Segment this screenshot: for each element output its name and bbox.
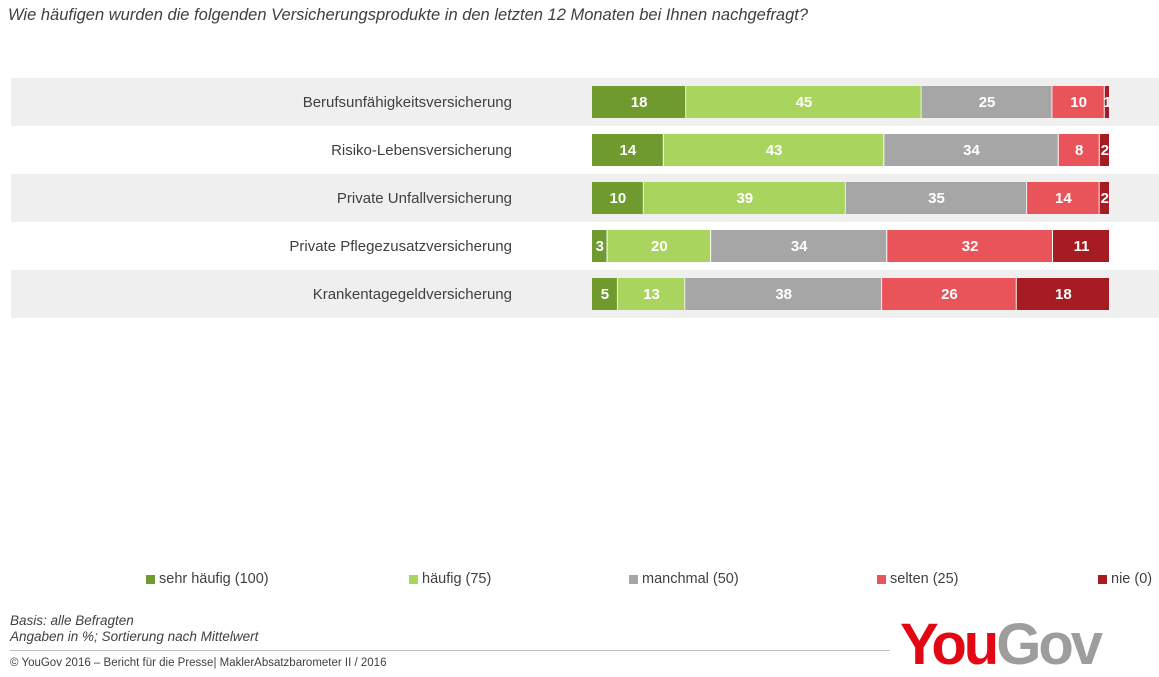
bar-segment: [921, 86, 1052, 118]
legend-label: häufig (75): [422, 571, 492, 587]
legend: sehr häufig (100) häufig (75) manchmal (50…: [0, 571, 1159, 591]
bar-segment: [884, 134, 1058, 166]
bar-segment: [607, 230, 711, 262]
bar-segment: [882, 278, 1016, 310]
bar-segment: [1099, 134, 1109, 166]
bar-segment: [592, 86, 686, 118]
value-label: 2: [1101, 190, 1109, 207]
footer-divider: [10, 650, 890, 651]
legend-item: sehr häufig (100): [146, 571, 269, 587]
value-label: 11: [1074, 238, 1090, 255]
value-label: 18: [1055, 286, 1072, 303]
value-label: 14: [620, 142, 637, 159]
value-label: 8: [1075, 142, 1083, 159]
bar-segment: [1099, 182, 1109, 214]
bar-segment: [592, 230, 607, 262]
copyright-text: © YouGov 2016 – Bericht für die Presse| …: [10, 657, 387, 669]
value-label: 13: [643, 286, 660, 303]
bar-segment: [1053, 230, 1109, 262]
value-label: 20: [651, 238, 668, 255]
value-label: 1: [1103, 94, 1111, 111]
value-label: 26: [941, 286, 958, 303]
logo-part-gov: Gov: [996, 612, 1103, 677]
stacked-bar-chart: Berufsunfähigkeitsversicherung 18 45 25 10 1R…: [11, 78, 1159, 318]
category-label: Berufsunfähigkeitsversicherung: [303, 94, 512, 111]
bar-segment: [1052, 86, 1104, 118]
value-label: 5: [601, 286, 609, 303]
category-label: Private Unfallversicherung: [337, 190, 512, 207]
legend-item: manchmal (50): [629, 571, 739, 587]
value-label: 2: [1101, 142, 1109, 159]
category-label: Private Pflegezusatzversicherung: [289, 238, 512, 255]
bar-segment: [711, 230, 887, 262]
bar-segment: [592, 134, 663, 166]
bar-segment: [643, 182, 845, 214]
legend-swatch: [877, 574, 886, 584]
value-label: 25: [979, 94, 996, 111]
value-label: 3: [596, 238, 604, 255]
bar-segment: [1104, 86, 1109, 118]
value-label: 45: [796, 94, 813, 111]
legend-item: häufig (75): [409, 571, 491, 587]
bar-segment: [1027, 182, 1099, 214]
bar-segment: [1058, 134, 1099, 166]
value-label: 10: [1070, 94, 1087, 111]
value-label: 18: [631, 94, 648, 111]
value-label: 32: [962, 238, 979, 255]
bar-segment: [686, 86, 921, 118]
angaben-note: Angaben in %; Sortierung nach Mittelwert: [10, 629, 259, 644]
bar-segment: [592, 278, 617, 310]
chart-title: Wie häufigen wurden die folgenden Versic…: [8, 6, 809, 24]
yougov-logo: YouGov: [900, 612, 1103, 677]
category-label: Risiko-Lebensversicherung: [331, 142, 512, 159]
legend-label: selten (25): [890, 571, 959, 587]
bar-segment: [887, 230, 1053, 262]
legend-label: manchmal (50): [642, 571, 739, 587]
chart-notes: Basis: alle Befragten Angaben in %; Sort…: [10, 613, 258, 645]
bar-segment: [617, 278, 685, 310]
bar-segment: [663, 134, 884, 166]
value-label: 34: [791, 238, 808, 255]
basis-note: Basis: alle Befragten: [10, 613, 134, 628]
bar-segment: [685, 278, 882, 310]
bar-segment: [845, 182, 1027, 214]
legend-swatch: [409, 574, 418, 584]
legend-swatch: [1098, 574, 1107, 584]
bar-segment: [592, 182, 643, 214]
legend-label: nie (0): [1111, 571, 1153, 587]
legend-swatch: [629, 574, 638, 584]
logo-part-you: You: [900, 612, 999, 677]
legend-label: sehr häufig (100): [159, 571, 269, 587]
legend-item: selten (25): [877, 571, 959, 587]
legend-item: nie (0): [1098, 571, 1152, 587]
value-label: 39: [736, 190, 753, 207]
legend-swatch: [146, 574, 155, 584]
bar-segment: [1016, 278, 1109, 310]
value-label: 43: [766, 142, 783, 159]
value-label: 10: [610, 190, 627, 207]
category-label: Krankentagegeldversicherung: [313, 286, 512, 303]
value-label: 34: [963, 142, 980, 159]
value-label: 14: [1055, 190, 1072, 207]
value-label: 38: [775, 286, 792, 303]
value-label: 35: [928, 190, 945, 207]
